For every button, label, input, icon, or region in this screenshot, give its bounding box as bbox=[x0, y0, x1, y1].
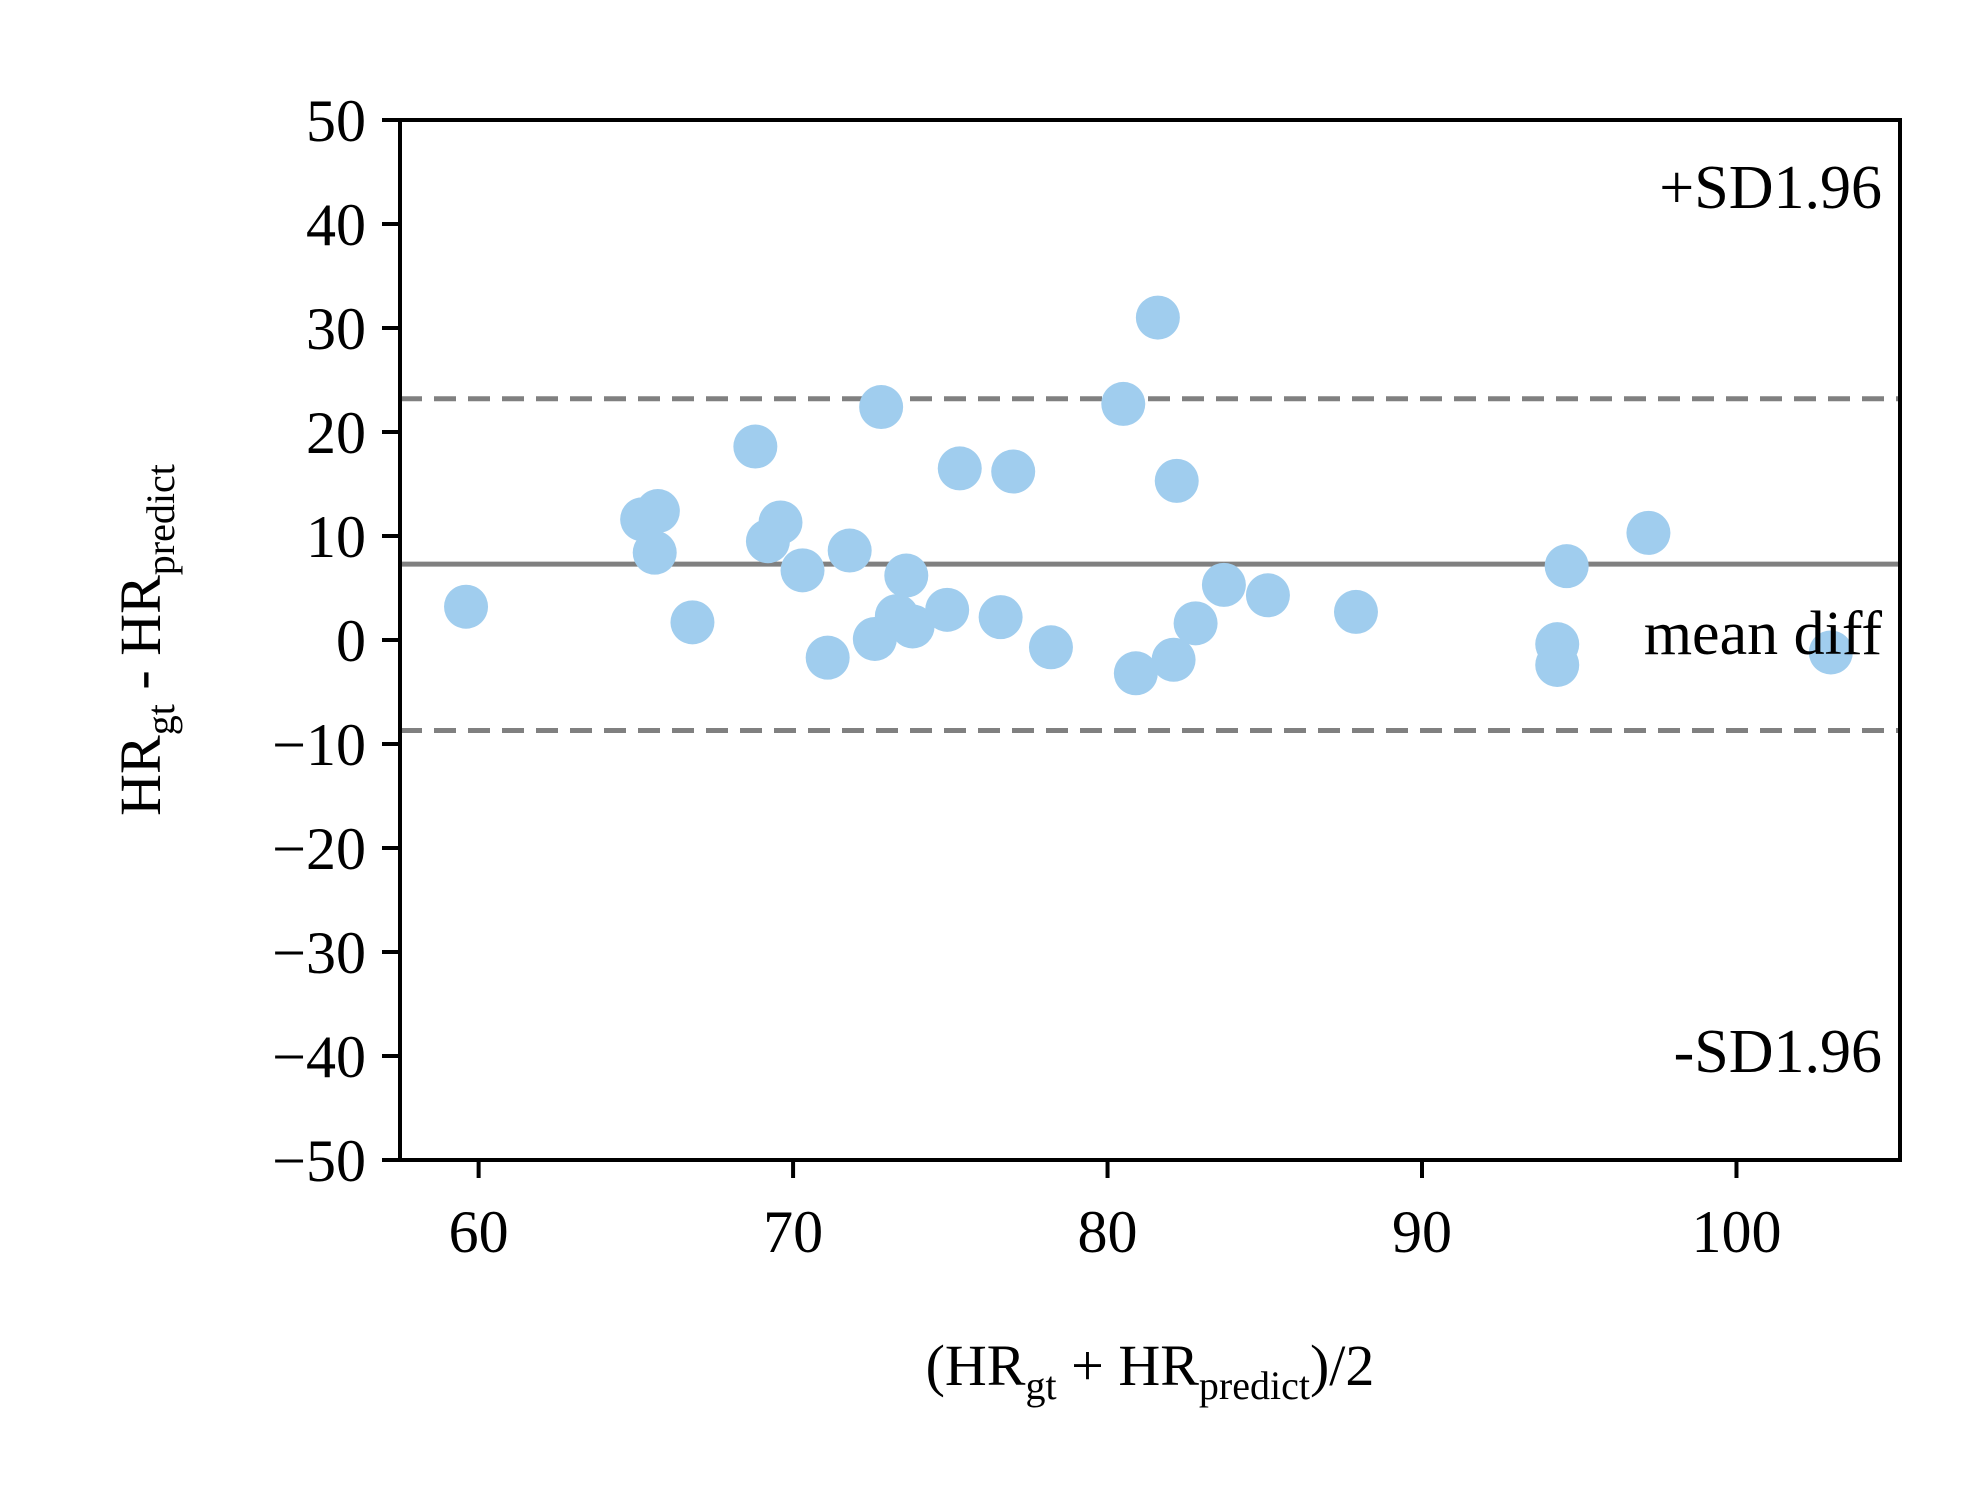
data-point bbox=[1245, 573, 1290, 618]
data-point bbox=[1135, 295, 1180, 340]
y-axis-title-sub-gt: gt bbox=[138, 704, 183, 735]
y-axis-title-pre: HR bbox=[108, 735, 173, 816]
data-point bbox=[635, 489, 680, 534]
data-point bbox=[1544, 544, 1589, 589]
data-point bbox=[991, 449, 1036, 494]
x-axis-title: (HRgt + HRpredict)/2 bbox=[926, 1333, 1375, 1408]
data-point bbox=[884, 553, 929, 598]
data-point bbox=[1028, 625, 1073, 670]
y-tick-label: 40 bbox=[306, 192, 366, 258]
data-point bbox=[978, 595, 1023, 640]
data-point bbox=[1201, 562, 1246, 607]
upper-limit-label: +SD1.96 bbox=[1659, 154, 1882, 222]
x-tick-label: 90 bbox=[1392, 1199, 1452, 1265]
data-point bbox=[1101, 381, 1146, 426]
y-axis-title-sub-predict: predict bbox=[138, 464, 183, 575]
x-axis-title-mid: + HR bbox=[1057, 1333, 1200, 1398]
y-tick-label: −20 bbox=[272, 816, 366, 882]
data-point bbox=[937, 446, 982, 491]
x-tick-label: 60 bbox=[449, 1199, 509, 1265]
x-axis-title-pre: (HR bbox=[926, 1333, 1026, 1398]
data-point bbox=[733, 424, 778, 469]
data-point bbox=[1333, 589, 1378, 634]
data-point bbox=[1173, 601, 1218, 646]
y-tick-label: 0 bbox=[336, 608, 366, 674]
data-point bbox=[1154, 458, 1199, 503]
data-point bbox=[1113, 651, 1158, 696]
x-axis-title-sub-gt: gt bbox=[1025, 1363, 1056, 1408]
data-point bbox=[890, 604, 935, 649]
data-point bbox=[1151, 637, 1196, 682]
data-point bbox=[1626, 510, 1671, 555]
y-tick-label: 30 bbox=[306, 296, 366, 362]
x-axis-title-post: )/2 bbox=[1310, 1333, 1374, 1398]
data-point bbox=[780, 548, 825, 593]
x-tick-label: 100 bbox=[1691, 1199, 1781, 1265]
x-tick-label: 80 bbox=[1078, 1199, 1138, 1265]
y-axis-title: HRgt - HRpredict bbox=[108, 464, 183, 816]
data-point bbox=[805, 635, 850, 680]
data-point bbox=[827, 528, 872, 573]
y-axis: 50 40 30 20 10 0 −10 −20 −30 −40 −50 bbox=[272, 88, 400, 1194]
y-tick-label: −50 bbox=[272, 1128, 366, 1194]
data-point bbox=[1535, 642, 1580, 687]
y-tick-label: −40 bbox=[272, 1024, 366, 1090]
data-point bbox=[925, 587, 970, 632]
y-tick-label: 20 bbox=[306, 400, 366, 466]
data-point bbox=[745, 519, 790, 564]
data-point bbox=[1808, 630, 1853, 675]
mean-diff-label: mean diff bbox=[1644, 600, 1883, 668]
x-axis-title-sub-predict: predict bbox=[1199, 1363, 1310, 1408]
data-points bbox=[444, 295, 1853, 696]
data-point bbox=[670, 600, 715, 645]
y-tick-label: 10 bbox=[306, 504, 366, 570]
y-tick-label: −10 bbox=[272, 712, 366, 778]
lower-limit-label: -SD1.96 bbox=[1674, 1018, 1882, 1086]
data-point bbox=[859, 385, 904, 430]
annotations: +SD1.96 mean diff -SD1.96 bbox=[1644, 154, 1883, 1086]
y-axis-title-mid: - HR bbox=[108, 575, 173, 704]
x-axis: 60 70 80 90 100 bbox=[449, 1160, 1781, 1265]
x-tick-label: 70 bbox=[763, 1199, 823, 1265]
data-point bbox=[632, 530, 677, 575]
y-tick-label: 50 bbox=[306, 88, 366, 154]
y-tick-label: −30 bbox=[272, 920, 366, 986]
data-point bbox=[444, 584, 489, 629]
